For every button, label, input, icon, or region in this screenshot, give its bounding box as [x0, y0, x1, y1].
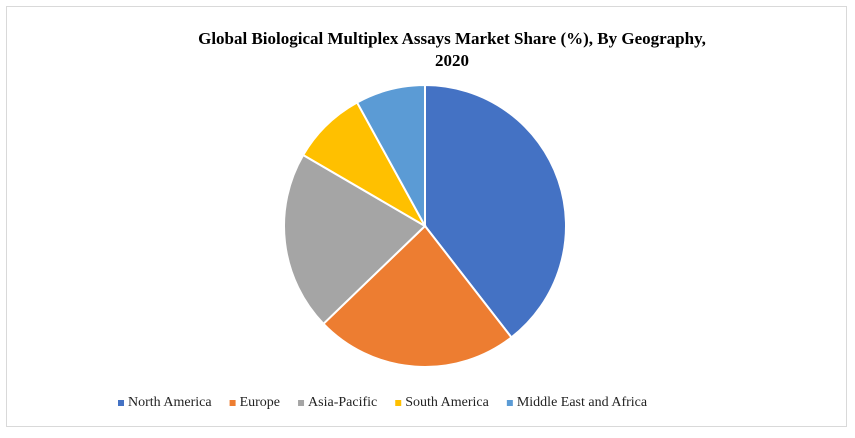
legend-label: Middle East and Africa: [517, 395, 648, 410]
chart-title: Global Biological Multiplex Assays Marke…: [198, 29, 706, 70]
pie-slice: [355, 83, 426, 227]
legend-swatch: [229, 400, 236, 406]
legend-label: Europe: [240, 395, 280, 410]
legend-swatch: [298, 400, 305, 406]
pie-slice: [283, 153, 427, 326]
legend-swatch: [506, 400, 513, 406]
legend-swatch: [395, 400, 402, 406]
pie-slice: [424, 83, 567, 339]
legend-label: Asia-Pacific: [308, 395, 377, 410]
pie-slice: [322, 224, 513, 368]
legend-swatch: [118, 400, 124, 406]
legend-label: North America: [128, 395, 212, 410]
legend-label: South America: [405, 395, 489, 410]
